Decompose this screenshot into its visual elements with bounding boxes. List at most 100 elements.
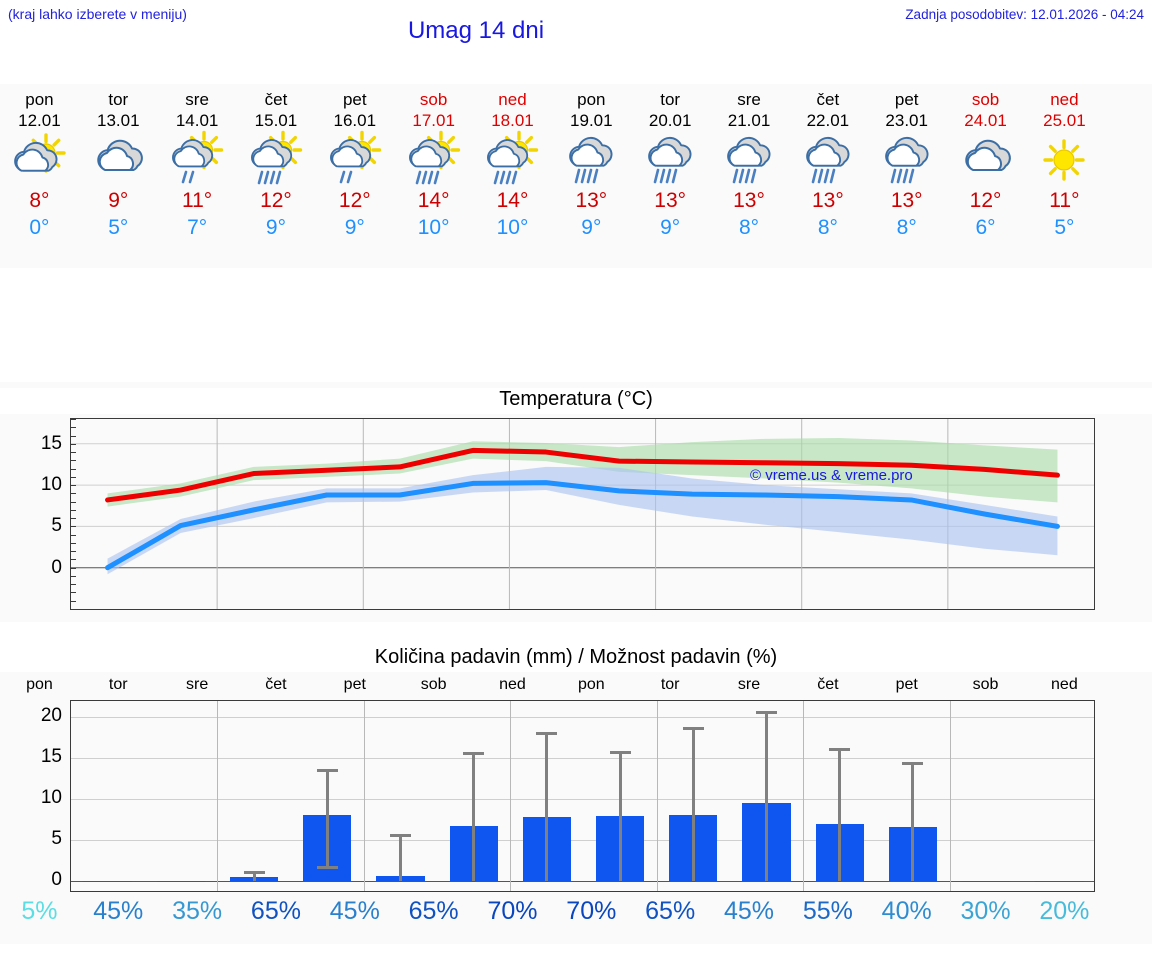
grid-line [71, 880, 1094, 882]
precipitation-probability: 70% [566, 897, 617, 925]
day-date: 16.01 [333, 111, 377, 130]
y-axis-tick-label: 15 [40, 746, 62, 768]
temperature-min: 10° [417, 216, 450, 239]
error-bar-cap [536, 732, 558, 736]
y-axis-tick-mark [70, 509, 76, 511]
temperature-min: 8° [817, 216, 838, 239]
day-of-week: čet [816, 90, 840, 109]
error-bar-cap [389, 834, 411, 838]
y-axis-tick-mark [70, 460, 76, 462]
error-bar-cap [463, 752, 485, 756]
precipitation-day-label: pet [895, 676, 918, 693]
day-column[interactable]: pon 19.01 13° 9° [552, 84, 631, 268]
precipitation-day-label: ned [1051, 676, 1078, 693]
y-axis-tick-mark [70, 485, 76, 487]
sun-cloud-light-rain-icon [158, 130, 237, 187]
day-column[interactable]: čet 22.01 13° 8° [788, 84, 867, 268]
temperature-max: 11° [182, 189, 213, 212]
day-date: 14.01 [175, 111, 219, 130]
precipitation-probability: 65% [645, 897, 696, 925]
precipitation-probability: 45% [723, 897, 775, 925]
precipitation-probability: 40% [881, 897, 932, 925]
daily-forecast-strip: pon 12.01 8° 0° tor 13.01 9° 5° sre 14.01 11° 7° čet… [0, 84, 1152, 268]
precipitation-day-label: sob [420, 676, 447, 693]
grid-line [949, 701, 951, 891]
day-of-week: sre [185, 90, 209, 109]
precipitation-bar[interactable] [962, 880, 1011, 883]
precipitation-probability: 30% [960, 897, 1011, 925]
day-of-week: tor [660, 90, 681, 109]
day-column[interactable]: ned 25.01 11° 5° [1025, 84, 1104, 268]
day-of-week: pet [342, 90, 367, 109]
error-bar [691, 727, 695, 881]
temperature-max: 13° [654, 189, 687, 212]
day-column[interactable]: sob 24.01 12° 6° [946, 84, 1025, 268]
error-bar [472, 752, 476, 881]
y-axis-tick-mark [70, 476, 76, 478]
y-axis-tick-mark [70, 559, 76, 561]
sun-cloud-light-rain-icon [315, 130, 394, 187]
y-axis-tick-mark [70, 534, 76, 536]
temperature-min: 7° [187, 216, 208, 239]
y-axis-tick-mark [70, 526, 76, 528]
temperature-max: 13° [811, 189, 844, 212]
error-bar-cap [609, 750, 631, 754]
sun-cloud-rain-icon [237, 130, 316, 187]
precipitation-day-label: tor [660, 676, 680, 693]
day-column[interactable]: sre 21.01 13° 8° [710, 84, 789, 268]
precipitation-day-label: ned [499, 676, 526, 693]
day-column[interactable]: tor 13.01 9° 5° [79, 84, 158, 268]
precipitation-plot-area [70, 700, 1095, 892]
precipitation-bar[interactable] [83, 880, 132, 883]
temperature-min: 5° [1054, 216, 1075, 239]
day-column[interactable]: pon 12.01 8° 0° [0, 84, 79, 268]
day-column[interactable]: sob 17.01 14° 10° [394, 84, 473, 268]
day-column[interactable]: ned 18.01 14° 10° [473, 84, 552, 268]
precipitation-probability: 35% [172, 897, 223, 925]
precipitation-probability: 55% [802, 897, 853, 925]
day-date: 18.01 [491, 111, 534, 130]
day-date: 20.01 [648, 111, 692, 130]
day-column[interactable]: čet 15.01 12° 9° [237, 84, 316, 268]
y-axis-tick-mark [70, 443, 76, 445]
grid-line [656, 701, 658, 891]
day-date: 19.01 [570, 111, 613, 130]
day-date: 25.01 [1043, 111, 1086, 130]
precipitation-day-label: čet [265, 676, 287, 693]
error-bar-cap [243, 870, 265, 874]
day-column[interactable]: sre 14.01 11° 7° [158, 84, 237, 268]
precipitation-day-label: pon [26, 676, 53, 693]
cloud-rain-icon [631, 135, 710, 187]
precipitation-bar[interactable] [1035, 880, 1084, 883]
y-axis-tick-label: 5 [51, 827, 62, 849]
temperature-min: 6° [975, 216, 996, 239]
precipitation-chart-title: Količina padavin (mm) / Možnost padavin … [0, 646, 1152, 672]
precipitation-day-label: pon [577, 676, 605, 693]
day-of-week: pet [894, 90, 919, 109]
day-column[interactable]: tor 20.01 13° 9° [631, 84, 710, 268]
day-column[interactable]: pet 16.01 12° 9° [315, 84, 394, 268]
y-axis-tick-label: 10 [40, 787, 62, 809]
y-axis-tick-label: 0 [51, 868, 62, 890]
sun-cloud-rain-icon [473, 130, 552, 187]
precipitation-bar[interactable] [156, 880, 205, 883]
error-bar [838, 747, 842, 881]
precipitation-day-label: tor [108, 676, 128, 693]
temperature-max: 12° [260, 189, 292, 212]
temperature-min: 9° [581, 216, 602, 239]
y-axis-tick-mark [70, 584, 76, 586]
grid-line [71, 799, 1094, 801]
y-axis-tick-label: 10 [40, 474, 62, 496]
precipitation-day-label: sre [185, 676, 209, 693]
y-axis-tick-mark [70, 600, 76, 602]
day-column[interactable]: pet 23.01 13° 8° [867, 84, 946, 268]
temperature-min: 8° [738, 216, 760, 239]
y-axis-tick-mark [70, 518, 76, 520]
temperature-min: 9° [660, 216, 681, 239]
day-of-week: sre [737, 90, 761, 109]
precipitation-probability-row: 5% 45% 35% 65% 45% 65% 70% 70% 65% 45% 55% 40% 30% 20… [0, 897, 1152, 926]
grid-line [510, 701, 512, 891]
sun-cloud-rain-icon [394, 130, 473, 187]
y-axis-tick-mark [70, 435, 76, 437]
day-date: 22.01 [806, 111, 850, 130]
